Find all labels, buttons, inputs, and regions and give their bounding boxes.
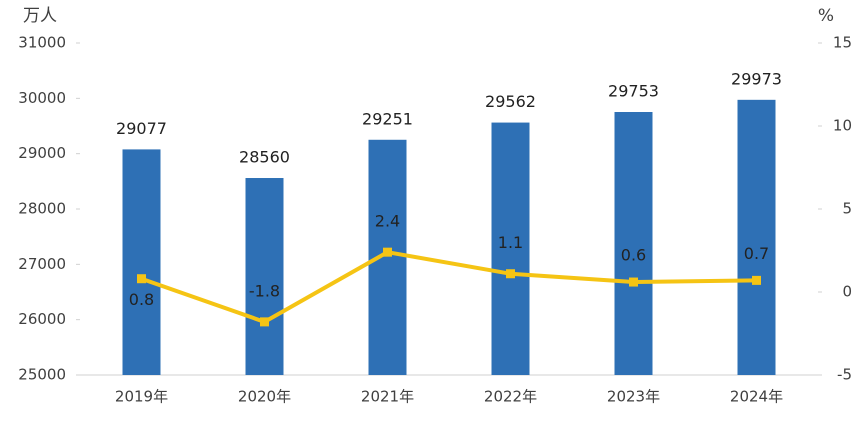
bar: [368, 139, 407, 375]
y2-tick-label: 15: [833, 34, 852, 52]
line-value-label: 2.4: [375, 212, 400, 231]
y2-axis-label: %: [818, 6, 834, 26]
bar-value-label: 29753: [608, 82, 659, 101]
bar-value-label: 29077: [116, 119, 167, 138]
y2-tick-label: -5: [837, 366, 852, 384]
x-tick-label: 2020年: [238, 388, 291, 406]
bar-value-label: 29562: [485, 92, 536, 111]
line-marker: [629, 277, 638, 287]
line-value-label: 1.1: [498, 233, 523, 252]
bar: [122, 149, 161, 375]
y2-tick-label: 0: [842, 283, 852, 301]
y-axis-label: 万人: [23, 6, 57, 26]
x-tick-label: 2021年: [361, 388, 414, 406]
x-tick-label: 2019年: [115, 388, 168, 406]
line-value-label: 0.8: [129, 290, 154, 309]
line-marker: [752, 275, 761, 285]
line-value-label: 0.7: [744, 244, 769, 263]
bar: [614, 112, 653, 375]
bar: [737, 99, 776, 375]
line-marker: [506, 269, 515, 279]
y-tick-label: 28000: [18, 200, 66, 218]
bar-value-label: 29251: [362, 109, 413, 128]
bar: [491, 122, 530, 375]
x-tick-label: 2024年: [730, 388, 783, 406]
line-marker: [383, 247, 392, 257]
bar-value-label: 28560: [239, 148, 290, 167]
line-marker: [260, 317, 269, 327]
x-tick-label: 2022年: [484, 388, 537, 406]
y-tick-label: 29000: [18, 144, 66, 162]
y-tick-label: 25000: [18, 366, 66, 384]
line-marker: [137, 274, 146, 284]
y2-tick-label: 10: [833, 117, 852, 135]
bar-value-label: 29973: [731, 69, 782, 88]
x-tick-label: 2023年: [607, 388, 660, 406]
line-value-label: 0.6: [621, 246, 646, 265]
y-tick-label: 30000: [18, 89, 66, 107]
bar: [245, 178, 284, 375]
line-value-label: -1.8: [249, 281, 280, 300]
line: [140, 250, 757, 324]
y2-tick-label: 5: [842, 200, 852, 218]
y-tick-label: 31000: [18, 34, 66, 52]
y-tick-label: 26000: [18, 310, 66, 328]
y-tick-label: 27000: [18, 255, 66, 273]
